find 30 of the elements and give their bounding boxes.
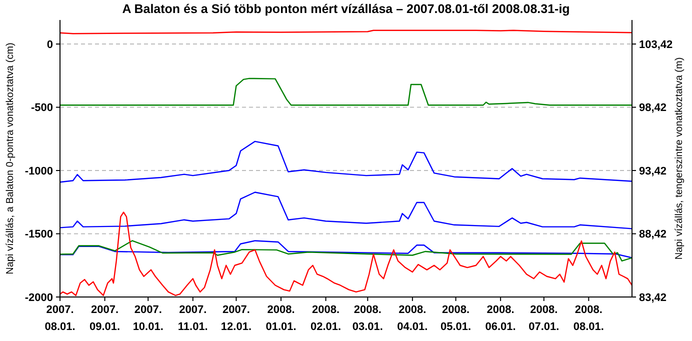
- x-tick-label: 2008. 03.01.: [352, 304, 383, 333]
- y-tick-label: -2000: [24, 292, 53, 304]
- x-tick-label: 2008. 04.01.: [397, 304, 428, 333]
- x-tick-label: 2008. 08.01.: [573, 304, 604, 333]
- x-tick-label: 2008. 06.01.: [485, 304, 516, 333]
- chart-title: A Balaton és a Sió több ponton mért vízállása – 2007.08.01-től 2008.08.31-ig: [122, 2, 570, 16]
- line-series: [60, 78, 632, 106]
- y2-tick-label: 103,42: [639, 38, 673, 51]
- line-series: [60, 192, 632, 230]
- x-tick-label: 2007. 11.01.: [178, 304, 208, 333]
- y2-axis-title: Napi vízállás, tengerszintre vonatkoztatva (m): [674, 57, 685, 260]
- y2-tick-label: 88,42: [639, 228, 667, 241]
- y-tick-label: -1000: [24, 165, 53, 178]
- line-series: [60, 140, 632, 183]
- x-tick-label: 2008. 05.01.: [440, 304, 472, 333]
- y-axis-title: Napi vízállás, a Balaton 0-pontra vonatkoztatva (cm): [5, 42, 16, 274]
- y2-tick-label: 93,42: [639, 165, 667, 178]
- x-tick-label: 2008. 07.01.: [528, 304, 560, 333]
- x-tick-label: 2007. 12.01.: [220, 304, 252, 333]
- x-tick-label: 2008. 01.01.: [266, 304, 296, 333]
- x-tick-label: 2007. 08.01.: [44, 304, 76, 333]
- x-tick-label: 2007. 09.01.: [89, 304, 120, 333]
- y2-tick-label: 83,42: [639, 292, 667, 304]
- x-tick-label: 2007. 10.01.: [132, 304, 164, 333]
- y-tick-label: -1500: [24, 228, 53, 241]
- x-tick-label: 2008. 02.01.: [310, 304, 342, 333]
- y-tick-label: -500: [30, 102, 53, 114]
- y-tick-label: 0: [46, 38, 53, 51]
- y2-tick-label: 98,42: [639, 102, 667, 114]
- line-series: [60, 240, 632, 262]
